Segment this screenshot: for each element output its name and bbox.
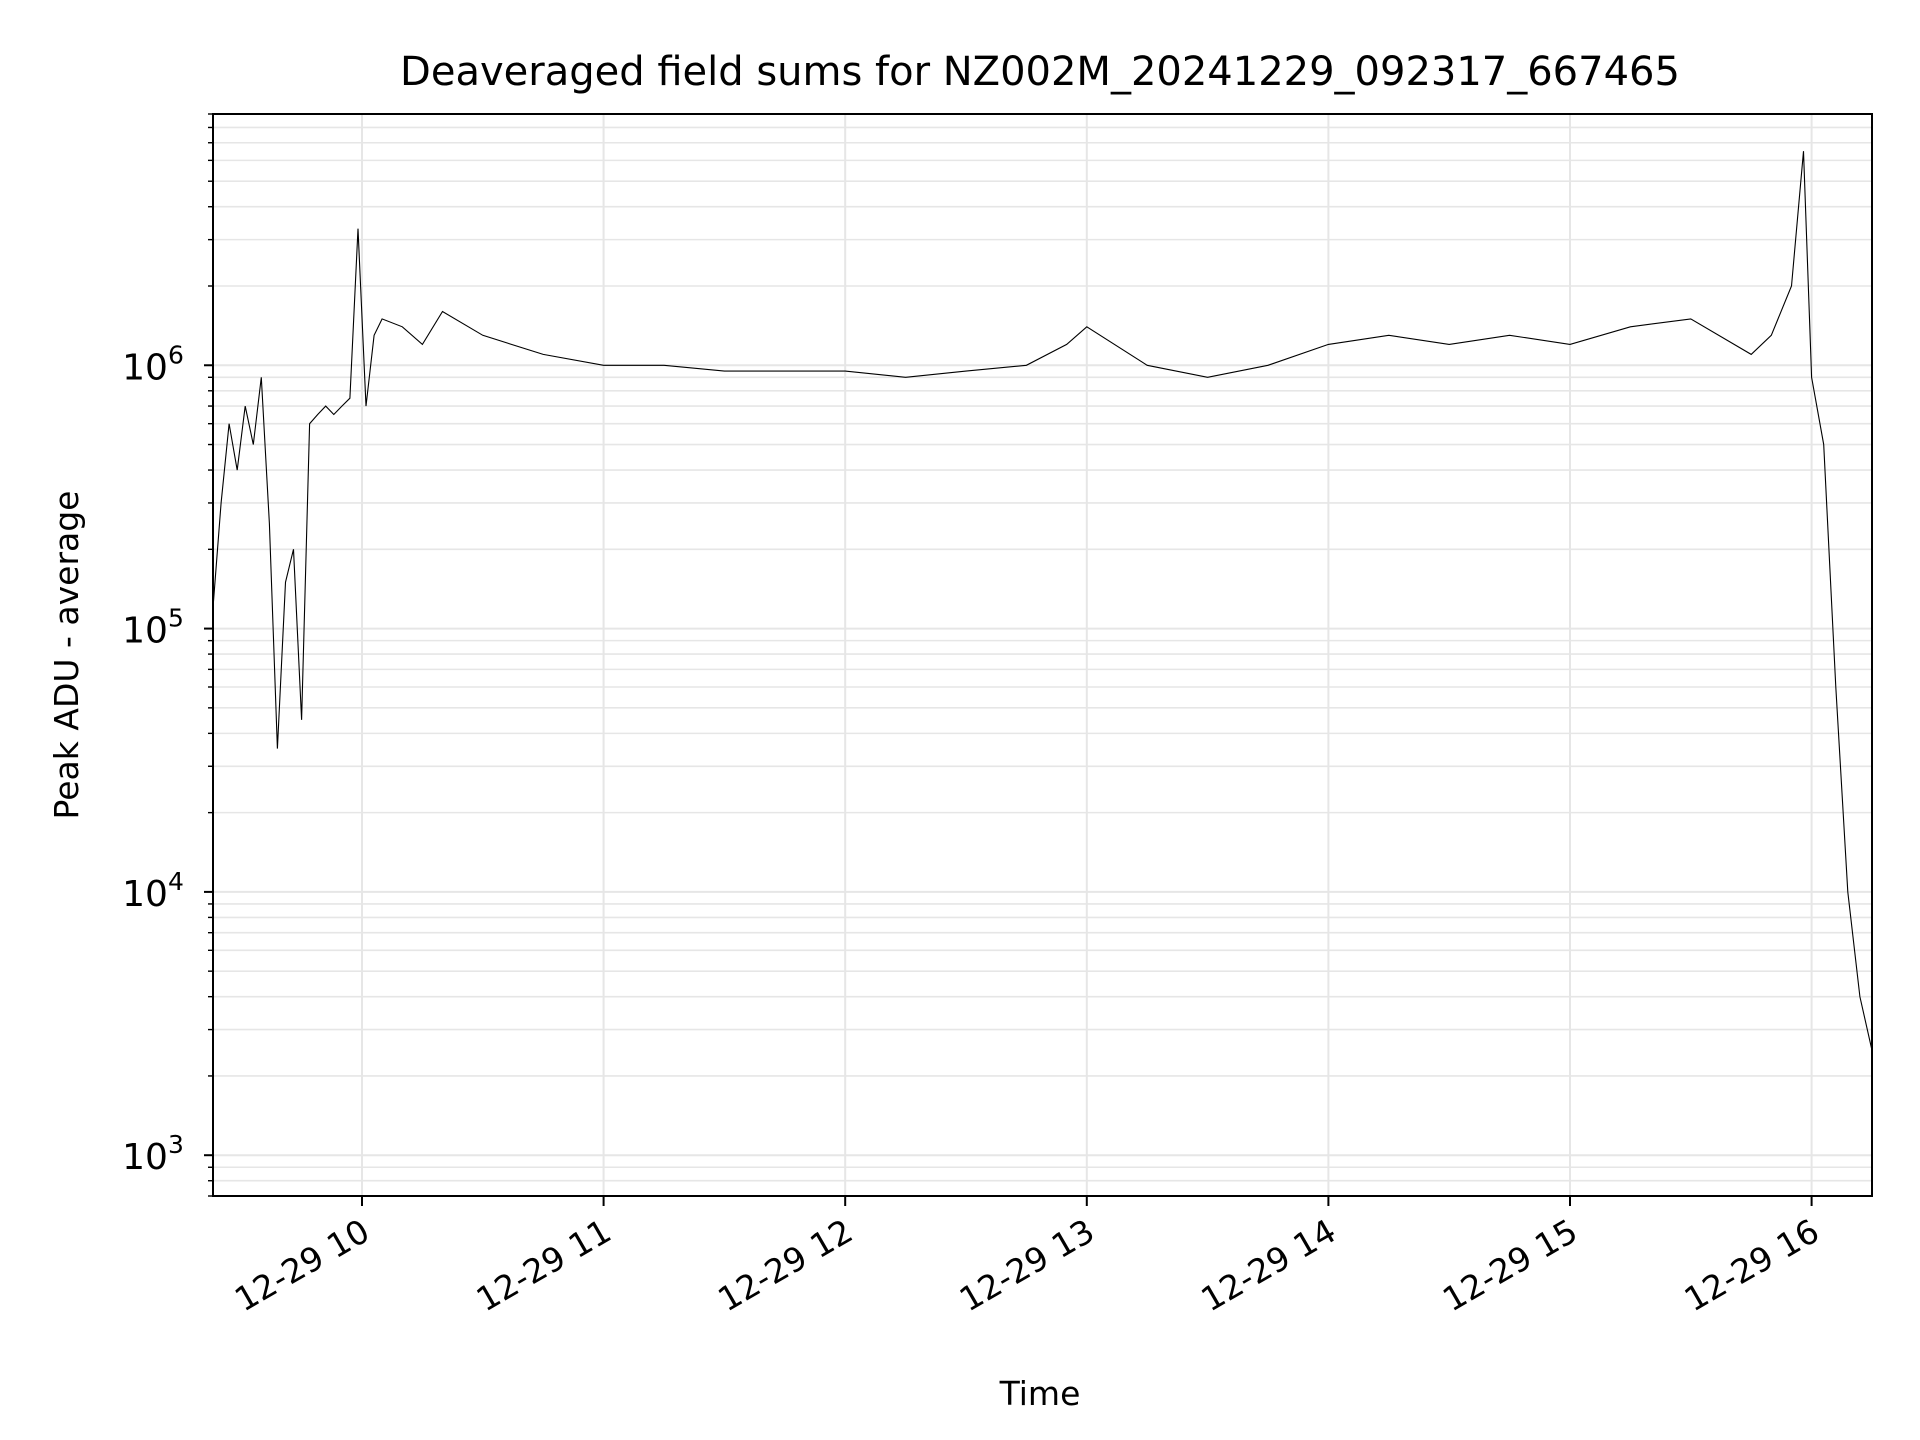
x-axis-label: Time: [999, 1374, 1081, 1413]
plot-area-frame: [212, 113, 1873, 1197]
y-tick-label: 106: [122, 340, 184, 388]
y-tick-label: 105: [122, 604, 184, 652]
data-layer: [212, 151, 1873, 1051]
y-tick-label: 104: [122, 867, 184, 915]
chart-title: Deaveraged field sums for NZ002M_2024122…: [400, 49, 1680, 95]
y-axis-label: Peak ADU - average: [47, 491, 86, 820]
y-tick-label: 103: [122, 1130, 184, 1178]
series-line: [212, 151, 1873, 1051]
